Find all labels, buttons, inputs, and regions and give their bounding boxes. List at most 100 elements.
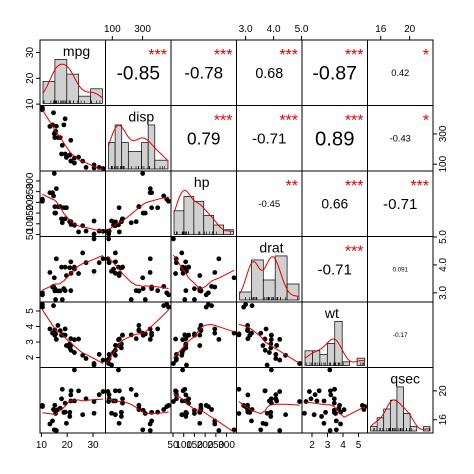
data-point [333,427,339,433]
data-point [184,410,189,416]
data-point [116,205,122,211]
density-line-mpg [42,63,103,99]
data-point [106,260,112,266]
y-tick-label-hp: 50 [25,229,36,241]
data-point [142,297,148,302]
data-point [53,186,59,192]
data-point [136,288,142,294]
data-point [133,392,139,398]
data-point [197,420,203,426]
data-point [147,428,153,433]
data-point [62,409,68,415]
data-point [268,337,274,343]
hist-bar-drat [262,279,276,301]
data-point [105,389,111,394]
data-point [174,356,179,361]
smooth-line-disp-drat [107,256,169,289]
data-point [147,326,153,332]
data-point [52,407,58,413]
data-point [112,388,118,394]
x-tick-label-hp: 300 [218,440,235,451]
data-point [331,396,337,402]
data-point [147,421,153,427]
panel-wt-mpg [39,301,106,368]
data-point [116,229,122,235]
data-point [180,388,186,394]
hist-bar-qsec [389,399,398,432]
data-point [331,407,337,413]
y-right-tick-label-drat: 5.0 [438,230,449,244]
data-point [212,270,218,275]
data-point [197,343,203,348]
data-point [333,418,339,424]
smooth-line-drat-qsec [238,401,300,415]
data-point [59,332,64,338]
data-point [67,265,73,271]
data-point [147,256,153,262]
scatter-mpg-wt [40,302,106,368]
data-point [51,131,57,137]
data-point [53,336,59,342]
x-tick-label-hp: 200 [197,440,214,451]
data-point [209,303,214,309]
data-point [249,418,254,424]
data-point [136,204,142,210]
data-point [277,428,283,433]
data-point [173,389,179,394]
data-point [182,297,188,302]
data-point [116,388,122,394]
data-point [331,400,337,406]
data-point [260,420,266,426]
data-point [277,357,283,363]
x-tick-label-hp: 150 [186,440,203,451]
panel-qsec-wt [301,367,368,434]
data-point [62,264,68,270]
data-point [128,220,134,226]
x-top-tick-label-qsec: 16 [375,24,387,35]
data-point [236,386,242,392]
x-top-tick-label-qsec: 20 [404,24,416,35]
data-point [96,260,102,266]
variable-label-qsec: qsec [390,371,420,387]
data-point [236,411,242,416]
correlation-value: 0.091 [393,266,409,273]
data-point [116,273,122,278]
panel-drat-mpg [39,236,106,303]
data-point [212,330,218,336]
correlation-value: -0.17 [393,332,408,339]
y-tick-label-mpg: 30 [25,46,36,58]
data-point [274,343,280,348]
data-point [106,352,112,357]
data-point [192,297,197,302]
scatter-hp-wt [171,302,237,368]
hist-bar-drat [274,255,288,301]
variable-label-drat: drat [259,240,283,256]
significance-stars: * [423,113,429,130]
density-line-hp [173,189,234,233]
data-point [180,367,186,373]
data-point [332,386,338,392]
data-point [147,270,153,275]
data-point [100,389,106,394]
data-point [249,303,255,309]
data-point [161,407,167,412]
data-point [116,367,121,373]
data-point [83,356,89,361]
variable-label-wt: wt [324,305,339,321]
data-point [307,389,312,394]
data-point [83,164,89,170]
data-point [183,392,189,398]
data-point [341,407,347,413]
x-tick-label-wt: 2 [309,440,315,451]
correlation-value: -0.45 [258,199,280,210]
data-point [258,427,264,433]
panel-hp-hp: hp [170,170,237,237]
data-point [147,336,153,342]
x-top-tick-label-drat: 5.0 [295,24,309,35]
data-point [133,219,139,225]
data-point [91,268,97,274]
x-tick-label-wt: 4 [340,440,346,451]
panel-hp-mpg [39,170,106,237]
y-tick-label-hp: 250 [25,183,36,200]
